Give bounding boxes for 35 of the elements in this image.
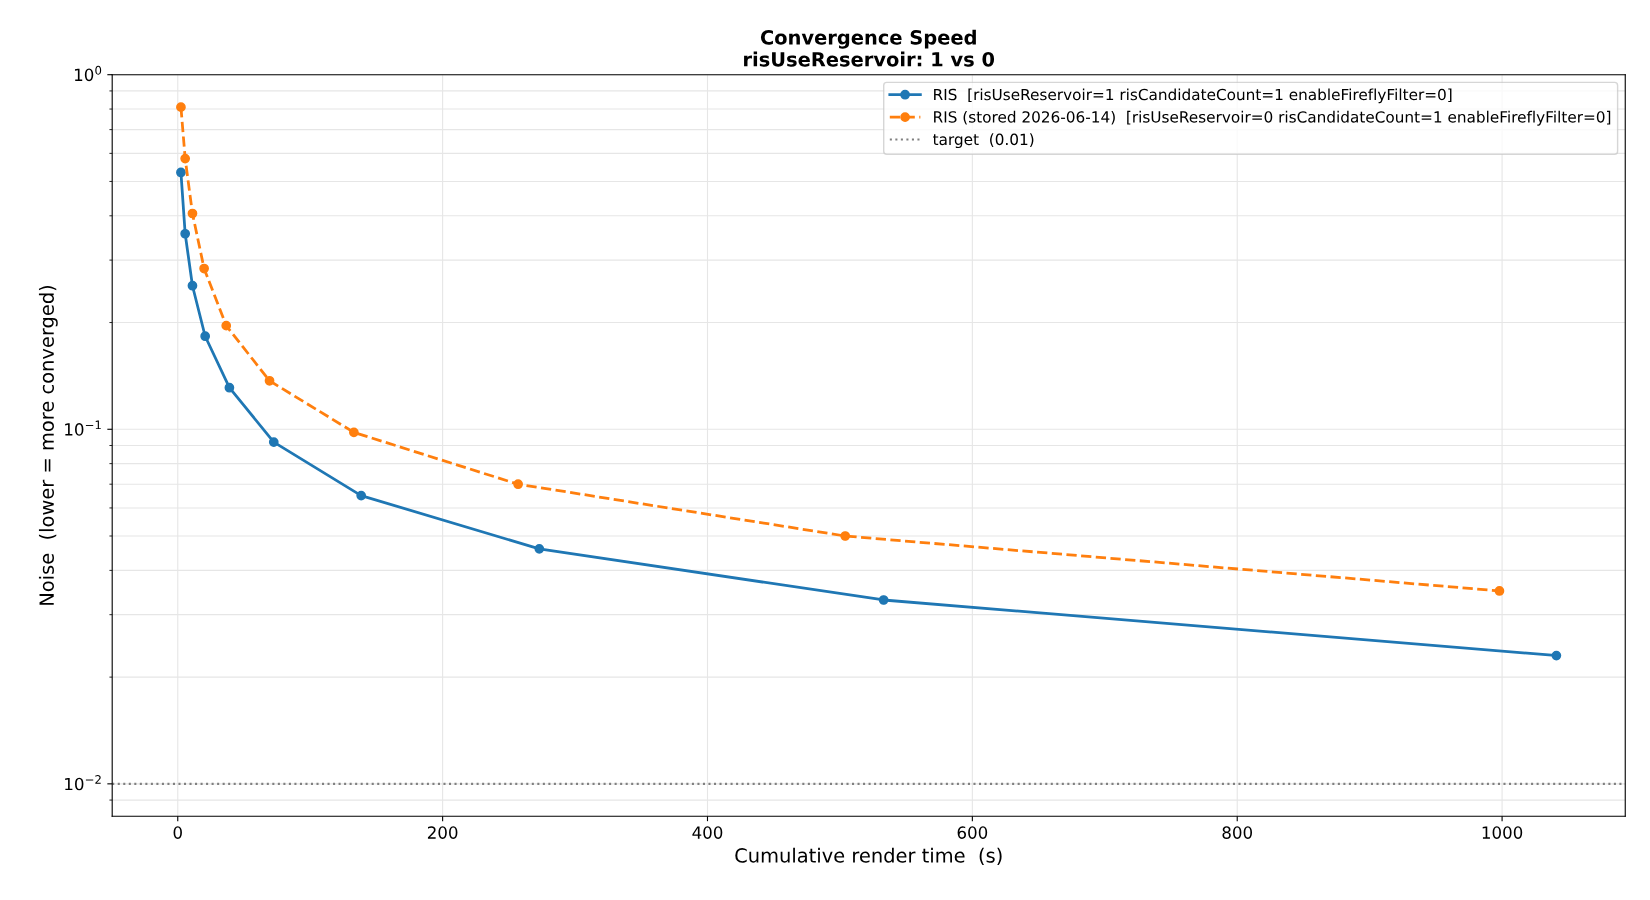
legend-label: RIS [risUseReservoir=1 risCandidateCount=1 enableFireflyFilter=0]: [934, 88, 1452, 104]
legend-label: RIS (stored 2026-06-14) [risUseReservoir=0 risCandidateCount=1 enableFireflyFilter=0]: [934, 110, 1611, 126]
y-tick-label: 10$^{−1}$: [65, 420, 101, 436]
y-axis-title: Noise (lower = more converged): [38, 285, 58, 605]
x-tick-label: 1000: [1482, 826, 1523, 839]
point: [1551, 650, 1562, 661]
point: [180, 228, 191, 239]
x-tick-label: 0: [173, 826, 182, 839]
point: [840, 531, 851, 541]
y-tick-label: 10$^{−2}$: [65, 775, 101, 791]
x-tick-label: 400: [692, 826, 723, 839]
point: [268, 437, 279, 447]
point: [264, 375, 275, 386]
legend-label: target (0.01): [933, 133, 1034, 149]
point: [1494, 586, 1505, 596]
point: [878, 595, 889, 605]
point: [349, 427, 359, 438]
point: [180, 153, 191, 164]
point: [176, 102, 186, 113]
point: [187, 208, 198, 219]
x-tick-label: 600: [957, 826, 988, 839]
x-tick-label: 200: [427, 826, 458, 839]
point: [356, 490, 367, 501]
point: [200, 331, 211, 342]
x-tick-label: 800: [1222, 826, 1253, 839]
point: [224, 382, 235, 393]
point: [176, 167, 186, 178]
point: [221, 320, 232, 331]
chart-title: Convergence Speed risUseReservoir: 1 vs 0: [744, 29, 995, 67]
point: [187, 280, 198, 291]
point: [199, 263, 209, 274]
point: [513, 479, 523, 490]
y-tick-label: 10$^{0}$: [74, 65, 102, 82]
point: [534, 543, 545, 554]
x-axis-title: Cumulative render time (s): [735, 847, 1002, 866]
